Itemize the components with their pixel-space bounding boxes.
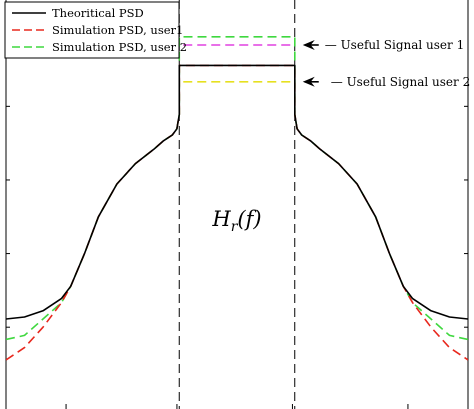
legend: Theoritical PSD Simulation PSD, user1 Simu… [4,1,187,59]
arrow-icon [302,39,315,50]
legend-label-2: Simulation PSD, user1 [52,23,183,37]
arrow-icon [302,76,315,87]
annotations: — Useful Signal user 1 — Useful Signal us… [302,38,470,89]
annotation-user-1: — Useful Signal user 1 [302,38,464,52]
band-edge-lines [178,0,296,409]
useful-signal-levels [183,44,291,83]
psd-series [6,36,468,361]
annotation-user-2: — Useful Signal user 2 [302,75,470,89]
legend-entry-3: Simulation PSD, user 2 [12,40,187,54]
legend-label-3: Simulation PSD, user 2 [52,40,187,54]
legend-box [4,1,180,59]
legend-label-1: Theoritical PSD [52,6,144,20]
legend-entry-2: Simulation PSD, user1 [12,23,183,37]
legend-entry-1: Theoritical PSD [12,6,144,20]
series-line-1 [6,64,468,320]
axis-ticks [6,105,468,409]
annotation-label-1: — Useful Signal user 1 [325,38,464,52]
annotation-label-2: — Useful Signal user 2 [331,75,470,89]
filter-label: Hr(f) [211,207,261,235]
